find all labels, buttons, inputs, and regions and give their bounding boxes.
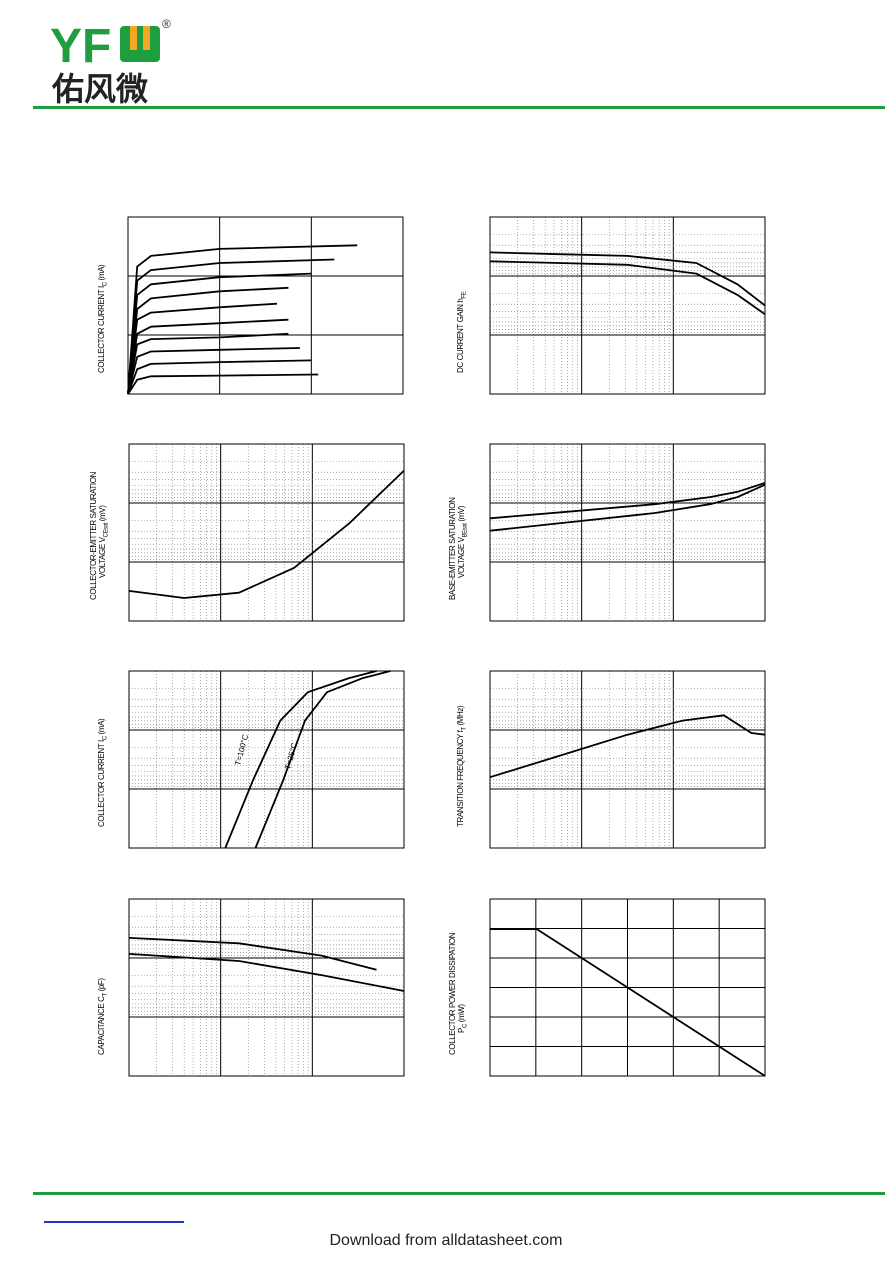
y-axis-label-8: COLLECTOR POWER DISSIPATION PC (mW) [448, 932, 469, 1055]
series-line-2 [489, 483, 766, 532]
series-line-9 [127, 359, 312, 395]
series-line-1 [489, 714, 766, 779]
temperature-annotation: T=25°C [283, 741, 299, 770]
plot-frame [128, 670, 405, 849]
svg-text:YF: YF [50, 20, 111, 73]
chart-3 [128, 443, 405, 627]
series-line-2 [489, 260, 766, 316]
series-line-6 [127, 318, 289, 395]
footer-rule [33, 1192, 885, 1195]
registered-mark: ® [162, 17, 171, 31]
chart-8 [489, 898, 766, 1082]
grid [490, 671, 765, 848]
footer-link-underline[interactable] [44, 1221, 184, 1223]
series-line-5 [127, 302, 278, 395]
y-axis-label-4: BASE-EMITTER SATURATION VOLTAGE VBEsat (m… [448, 497, 469, 600]
plot-frame [489, 216, 766, 395]
series-line-1 [490, 928, 766, 1077]
series-line-1 [128, 937, 377, 971]
header-rule [33, 106, 885, 109]
y-axis-label-2: DC CURRENT GAIN hFE [456, 291, 468, 373]
chart-6 [489, 670, 766, 854]
chart-2 [489, 216, 766, 400]
chart-plot-2 [489, 216, 766, 395]
chart-plot-3 [128, 443, 405, 622]
plot-frame [127, 216, 404, 395]
grid [129, 671, 404, 848]
chart-5: T=100°C T=25°C [128, 670, 405, 854]
grid [490, 217, 765, 394]
grid [490, 899, 765, 1076]
plot-frame [128, 443, 405, 622]
series-line-2 [128, 953, 405, 992]
y-axis-label-6: TRANSITION FREQUENCY fT (MHz) [456, 705, 468, 827]
footer-text: Download from alldatasheet.com [329, 1232, 563, 1249]
temperature-annotation: T=100°C [233, 733, 250, 766]
series-line-10 [127, 373, 319, 395]
series-line-7 [127, 332, 289, 395]
grid [128, 217, 403, 394]
grid [129, 444, 404, 621]
chart-plot-4 [489, 443, 766, 622]
series-line-8 [127, 347, 300, 395]
chart-1 [127, 216, 404, 400]
series-line-1 [224, 670, 377, 849]
series-line-1 [489, 482, 766, 520]
chart-plot-5: T=100°C T=25°C [128, 670, 405, 849]
plot-frame [489, 443, 766, 622]
y-axis-label-5: COLLECTOR CURRENT IC (mA) [97, 718, 109, 827]
series-line-2 [254, 670, 391, 849]
chart-plot-8 [489, 898, 766, 1077]
brand-logo: YF ® 佑风微 [50, 14, 180, 108]
chart-plot-7 [128, 898, 405, 1077]
chart-4 [489, 443, 766, 627]
y-axis-label-3: COLLECTOR-EMITTER SATURATION VOLTAGE VCEs… [89, 472, 110, 600]
series-line-3 [127, 272, 312, 395]
chart-plot-1 [127, 216, 404, 395]
plot-frame [489, 670, 766, 849]
grid [129, 899, 404, 1076]
plot-frame [128, 898, 405, 1077]
plot-frame [489, 898, 766, 1077]
chart-plot-6 [489, 670, 766, 849]
brand-chinese: 佑风微 [51, 70, 148, 104]
series-line-1 [489, 251, 766, 307]
chart-7 [128, 898, 405, 1082]
series-line-1 [127, 244, 358, 395]
y-axis-label-7: CAPACITANCE CT (pF) [97, 978, 109, 1055]
grid [490, 444, 765, 621]
series-line-1 [128, 469, 405, 599]
y-axis-label-1: COLLECTOR CURRENT IC (mA) [97, 264, 109, 373]
